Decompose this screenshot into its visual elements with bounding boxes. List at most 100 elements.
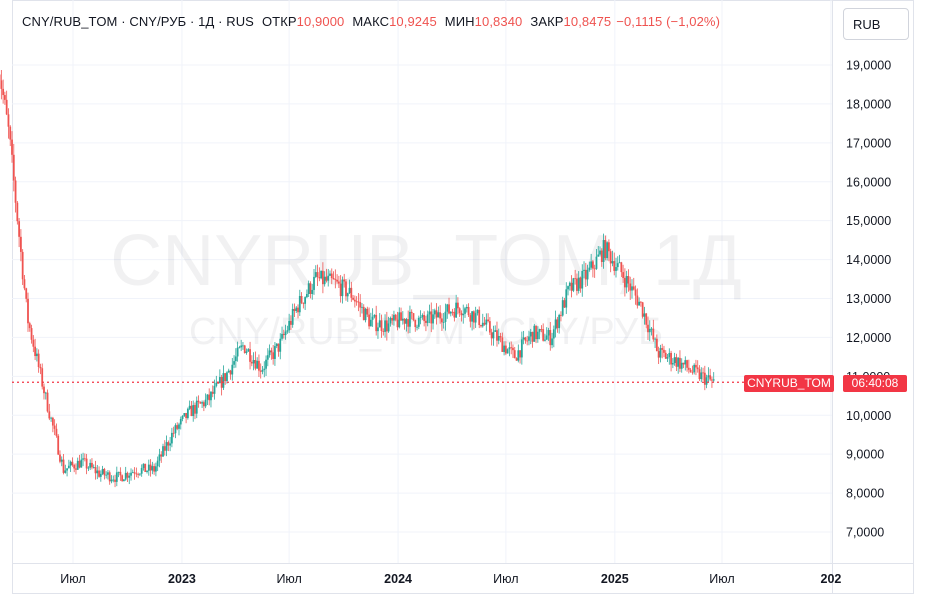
candle-body	[359, 302, 362, 308]
candle-body	[497, 336, 500, 341]
candle-body	[661, 348, 664, 350]
candle-body	[412, 313, 415, 321]
candle-body	[346, 293, 349, 297]
countdown-price-tag: 06:40:08	[843, 375, 907, 392]
candle-body	[368, 314, 370, 327]
candle-body	[623, 277, 626, 288]
candle-body	[348, 287, 351, 294]
candle-body	[339, 283, 342, 297]
currency-button[interactable]: RUB	[843, 8, 909, 40]
open-label: ОТКР	[261, 14, 297, 29]
candle-body	[139, 473, 141, 475]
candle-body	[394, 314, 397, 320]
candle-body	[414, 320, 417, 328]
candle-body	[679, 357, 681, 369]
candle-body	[352, 297, 354, 300]
candle-body	[433, 310, 436, 315]
candle-body	[405, 319, 408, 324]
candle-body	[663, 349, 665, 353]
candle-body	[215, 382, 218, 386]
candle-body	[577, 277, 580, 291]
candle-body	[117, 471, 120, 473]
x-tick-label: 2023	[168, 572, 196, 586]
candle-body	[492, 331, 495, 339]
candle-body	[673, 357, 676, 364]
candle-body	[481, 322, 484, 327]
candle-body	[316, 272, 319, 278]
candle-body	[508, 347, 511, 350]
candle-body	[428, 311, 431, 315]
candle-body	[297, 307, 299, 313]
candle-body	[549, 330, 552, 346]
candle-body	[430, 311, 433, 324]
candle-body	[107, 472, 109, 475]
time-axis[interactable]: Июл 2023 Июл 2024 Июл 2025 Июл 202	[60, 572, 841, 586]
candle-body	[140, 467, 143, 474]
candle-body	[712, 379, 715, 381]
candle-body	[208, 394, 211, 401]
candle-body	[567, 286, 569, 290]
candle-body	[162, 446, 164, 457]
candle-body	[572, 278, 575, 291]
candle-body	[483, 322, 486, 325]
candle-body	[233, 361, 235, 365]
candle-body	[51, 417, 54, 426]
candle-body	[453, 311, 456, 318]
candle-body	[210, 391, 212, 401]
candle-body	[472, 311, 475, 323]
candle-body	[197, 400, 200, 403]
candle-body	[194, 405, 196, 414]
candle-body	[25, 288, 28, 299]
candle-body	[151, 466, 154, 471]
close-value: 10,8475	[563, 14, 612, 29]
candle-body	[595, 256, 598, 269]
candle-body	[291, 308, 294, 325]
candle-body	[361, 306, 363, 308]
candle-body	[464, 308, 466, 314]
candle-body	[488, 321, 491, 333]
candle-body	[103, 468, 106, 476]
candle-body	[682, 362, 685, 365]
candle-body	[609, 251, 612, 264]
candle-body	[66, 468, 68, 471]
candle-body	[311, 289, 314, 295]
candle-body	[432, 314, 434, 324]
candle-body	[327, 275, 330, 281]
candle-body	[641, 302, 644, 317]
candle-body	[645, 313, 648, 325]
candle-body	[323, 276, 326, 285]
candle-body	[12, 154, 15, 181]
candle-body	[78, 460, 81, 468]
x-tick-label: Июл	[60, 572, 85, 586]
candle-body	[702, 372, 704, 374]
candle-body	[625, 276, 628, 288]
candle-body	[144, 463, 147, 472]
candle-body	[114, 479, 116, 482]
candle-body	[242, 345, 244, 347]
candle-body	[456, 302, 459, 309]
candle-body	[606, 242, 609, 259]
candle-body	[654, 338, 656, 340]
candle-body	[329, 273, 331, 276]
candle-body	[229, 370, 232, 375]
watermark: CNYRUB_TOM, 1Д CNY/RUB_TOM · CNY/РУБ	[110, 221, 742, 353]
candle-body	[385, 320, 388, 332]
candle-body	[274, 346, 276, 359]
grid-lines	[12, 0, 832, 563]
candle-body	[41, 368, 44, 387]
candle-body	[478, 309, 481, 326]
x-tick-label: Июл	[276, 572, 301, 586]
candle-body	[105, 474, 108, 476]
close-label: ЗАКР	[530, 14, 564, 29]
candle-body	[538, 329, 541, 332]
candle-body	[401, 318, 404, 321]
low-label: МИН	[444, 14, 475, 29]
candle-body	[560, 314, 562, 316]
candle-body	[130, 472, 132, 476]
candle-body	[686, 360, 688, 368]
candle-body	[620, 262, 623, 273]
symbol-title[interactable]: CNY/RUB_TOM · CNY/РУБ · 1Д · RUS	[22, 14, 254, 29]
price-axis[interactable]: 19,0000 18,0000 17,0000 16,0000 15,0000 14,00…	[846, 59, 891, 540]
y-tick-label: 15,0000	[846, 214, 891, 228]
